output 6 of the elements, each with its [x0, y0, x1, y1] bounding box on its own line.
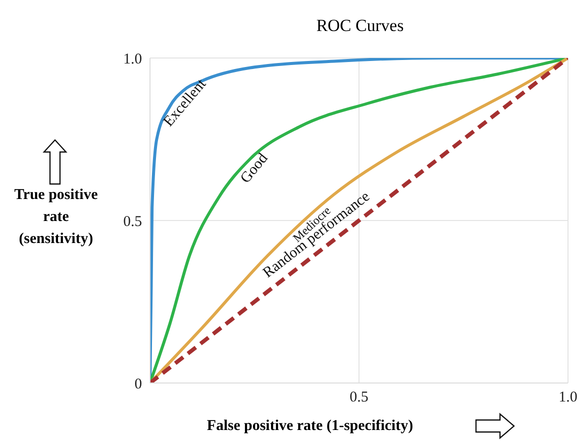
y-tick-label: 0 — [134, 376, 142, 392]
y-tick-label: 0.5 — [123, 214, 142, 230]
y-tick-label: 1.0 — [123, 51, 142, 68]
chart-title: ROC Curves — [315, 16, 405, 36]
y-axis-title: True positive rate (sensitivity) — [13, 186, 99, 249]
x-axis-title: False positive rate (1-specificity) — [206, 418, 414, 435]
